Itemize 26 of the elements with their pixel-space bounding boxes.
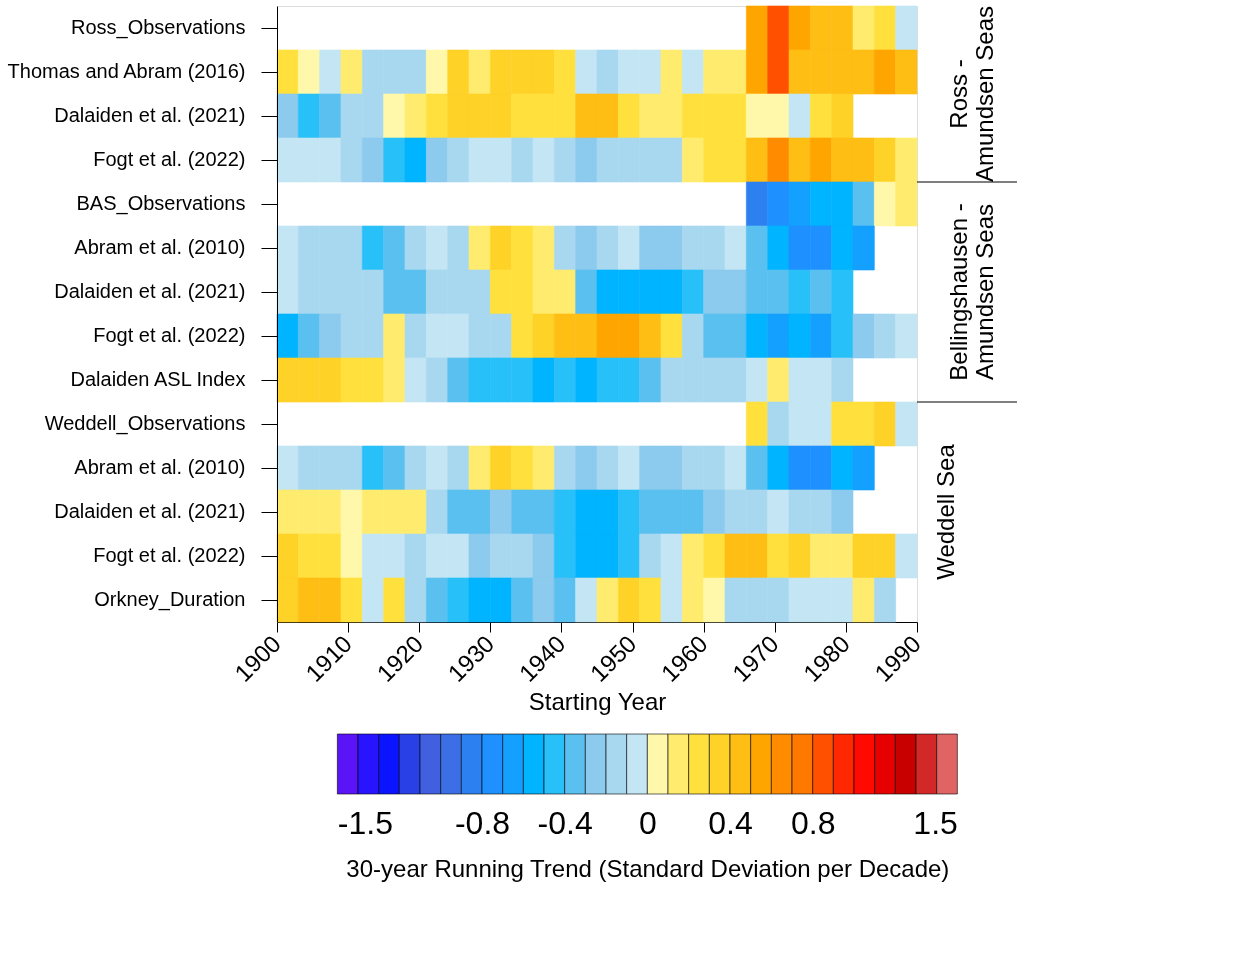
y-tick-label: Ross_Observations <box>70 16 246 39</box>
y-tick-label: Dalaiden et al. (2021) <box>54 500 246 522</box>
y2-tick-label: Bellingshausen - Amundsen Seas <box>945 203 998 381</box>
color-bar-title: 30-year Running Trend (Standard Deviation per Decade) <box>346 854 950 882</box>
y2-tick-label: Weddell Sea <box>932 443 959 580</box>
y-tick-label: Orkney_Duration <box>94 588 246 611</box>
color-bar-label: -1.5 <box>337 804 393 841</box>
y-tick-label: Fogt et al. (2022) <box>93 544 246 566</box>
color-bar-label: -0.8 <box>454 804 511 841</box>
y-tick-label: BAS_Observations <box>76 192 246 215</box>
y-tick-label: Fogt et al. (2022) <box>93 148 246 170</box>
y-tick-label: Fogt et al. (2022) <box>93 324 246 346</box>
color-bar-label: 0 <box>638 804 657 841</box>
x-axis-title: Starting Year <box>528 687 667 715</box>
color-bar-label: 0.4 <box>708 804 753 841</box>
y-tick-label: Weddell_Observations <box>44 412 246 435</box>
color-bar-label: 0.8 <box>790 804 836 841</box>
y-tick-label: Dalaiden ASL Index <box>70 368 246 390</box>
y-tick-label: Abram et al. (2010) <box>74 456 246 478</box>
y2-tick-label: Ross - Amundsen Seas <box>945 5 998 183</box>
color-bar-label: -0.4 <box>537 804 593 841</box>
y-tick-label: Thomas and Abram (2016) <box>7 60 246 82</box>
y-tick-label: Dalaiden et al. (2021) <box>54 104 246 126</box>
y-tick-label: Abram et al. (2010) <box>74 236 246 258</box>
y-tick-label: Dalaiden et al. (2021) <box>54 280 246 302</box>
color-bar-label: 1.5 <box>913 804 958 841</box>
